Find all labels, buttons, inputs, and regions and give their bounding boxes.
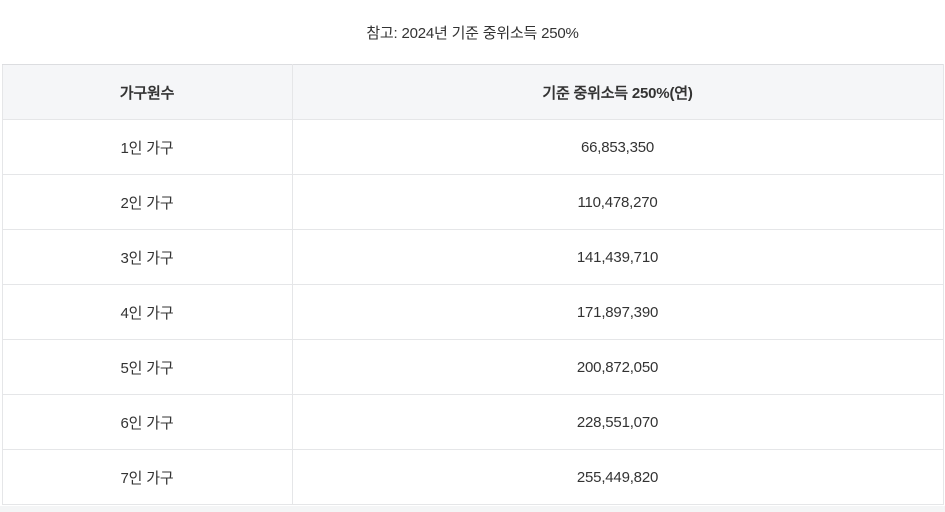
income-value-cell: 110,478,270 bbox=[291, 174, 944, 230]
income-value-cell: 228,551,070 bbox=[291, 394, 944, 450]
table-row: 6인 가구 228,551,070 bbox=[1, 394, 944, 450]
income-value-cell: 171,897,390 bbox=[291, 284, 944, 340]
household-size-cell: 2인 가구 bbox=[1, 174, 293, 230]
income-value-cell: 255,449,820 bbox=[291, 449, 944, 505]
header-median-income: 기준 중위소득 250%(연) bbox=[291, 64, 944, 120]
table-row: 4인 가구 171,897,390 bbox=[1, 284, 944, 340]
table-header-row: 가구원수 기준 중위소득 250%(연) bbox=[1, 64, 944, 120]
table-row: 7인 가구 255,449,820 bbox=[1, 449, 944, 505]
household-size-cell: 6인 가구 bbox=[1, 394, 293, 450]
table-row: 5인 가구 200,872,050 bbox=[1, 339, 944, 395]
table-row: 1인 가구 66,853,350 bbox=[1, 119, 944, 175]
income-value-cell: 200,872,050 bbox=[291, 339, 944, 395]
income-value-cell: 141,439,710 bbox=[291, 229, 944, 285]
page-background-strip bbox=[0, 506, 945, 512]
income-value-cell: 66,853,350 bbox=[291, 119, 944, 175]
table-row: 2인 가구 110,478,270 bbox=[1, 174, 944, 230]
table-row: 3인 가구 141,439,710 bbox=[1, 229, 944, 285]
header-household-size: 가구원수 bbox=[1, 64, 293, 120]
note-title: 참고: 2024년 기준 중위소득 250% bbox=[366, 24, 579, 42]
household-size-cell: 4인 가구 bbox=[1, 284, 293, 340]
median-income-table: 가구원수 기준 중위소득 250%(연) 1인 가구 66,853,350 2인… bbox=[1, 64, 944, 505]
household-size-cell: 5인 가구 bbox=[1, 339, 293, 395]
household-size-cell: 1인 가구 bbox=[1, 119, 293, 175]
household-size-cell: 7인 가구 bbox=[1, 449, 293, 505]
household-size-cell: 3인 가구 bbox=[1, 229, 293, 285]
